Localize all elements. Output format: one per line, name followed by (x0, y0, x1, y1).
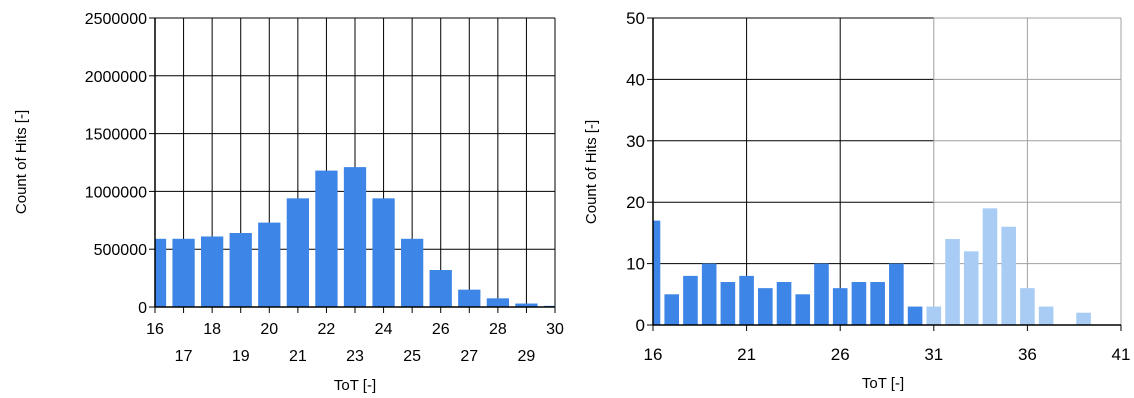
x-tick-label: 24 (375, 321, 393, 338)
x-tick-label: 36 (1018, 345, 1037, 364)
x-tick-label: 23 (346, 348, 364, 365)
x-tick-label: 27 (460, 348, 478, 365)
x-tick-label: 21 (289, 348, 307, 365)
bar (664, 294, 680, 325)
bar (851, 282, 867, 325)
y-tick-label: 0 (636, 316, 645, 335)
bar (832, 288, 848, 325)
bar (683, 275, 698, 325)
bar (343, 167, 367, 307)
bar (776, 282, 792, 325)
bar (1038, 306, 1054, 325)
histogram-right: 0 10 20 30 40 50 16 21 26 31 36 41 ToT [-] Count of H… (583, 9, 1130, 392)
y-tick-label: 1500000 (85, 127, 147, 144)
bar (870, 282, 885, 325)
y-tick-label: 500000 (94, 242, 147, 259)
y-tick-label: 40 (626, 70, 645, 89)
bar (315, 170, 338, 307)
bar (907, 306, 923, 325)
x-tick-label: 28 (489, 321, 507, 338)
bar (739, 275, 754, 325)
y-axis-title: Count of Hits [-] (583, 120, 600, 224)
bar (429, 270, 452, 307)
bar (486, 298, 509, 307)
x-tick-label: 16 (146, 321, 164, 338)
bar (814, 263, 829, 325)
x-tick-label: 18 (203, 321, 221, 338)
x-tick-label: 17 (175, 348, 193, 365)
y-tick-label: 2500000 (85, 11, 147, 28)
bar (172, 238, 195, 307)
bar (926, 306, 942, 325)
bar (258, 222, 281, 307)
bar (963, 251, 979, 325)
bar (720, 282, 736, 325)
x-axis-title: ToT [-] (862, 375, 904, 392)
bar (155, 238, 167, 307)
bar (458, 289, 481, 307)
x-tick-label: 26 (432, 321, 450, 338)
x-tick-label: 30 (546, 321, 564, 338)
y-tick-label: 10 (626, 255, 645, 274)
x-tick-label: 31 (924, 345, 943, 364)
x-tick-label: 22 (318, 321, 336, 338)
bar (201, 236, 224, 307)
x-tick-label: 41 (1112, 345, 1131, 364)
x-axis-title: ToT [-] (334, 377, 376, 394)
bar (1001, 226, 1016, 325)
y-tick-label: 2000000 (85, 69, 147, 86)
bar (758, 288, 773, 325)
bar (795, 294, 811, 325)
bar (401, 238, 424, 307)
x-tick-label: 16 (644, 345, 663, 364)
bar (982, 208, 998, 325)
y-axis-title: Count of Hits [-] (13, 110, 30, 214)
x-tick-label: 25 (403, 348, 421, 365)
bar (945, 239, 960, 325)
x-tick-label: 29 (518, 348, 536, 365)
x-tick-label: 21 (737, 345, 756, 364)
bar (653, 220, 661, 325)
bar (701, 263, 717, 325)
x-tick-label: 20 (260, 321, 278, 338)
bar (1020, 288, 1035, 325)
bar (889, 263, 904, 325)
histogram-left: 0 500000 1000000 1500000 2000000 2500000 16 18 2… (13, 11, 564, 394)
bar (229, 233, 252, 307)
y-tick-label: 0 (138, 300, 147, 317)
y-tick-label: 30 (626, 132, 645, 151)
y-tick-label: 50 (626, 9, 645, 28)
y-tick-label: 20 (626, 193, 645, 212)
y-tick-label: 1000000 (85, 184, 147, 201)
bar (372, 198, 395, 307)
x-tick-label: 26 (831, 345, 850, 364)
bar (286, 198, 309, 307)
bar (1076, 312, 1091, 325)
x-tick-label: 19 (232, 348, 250, 365)
bar (515, 303, 538, 307)
